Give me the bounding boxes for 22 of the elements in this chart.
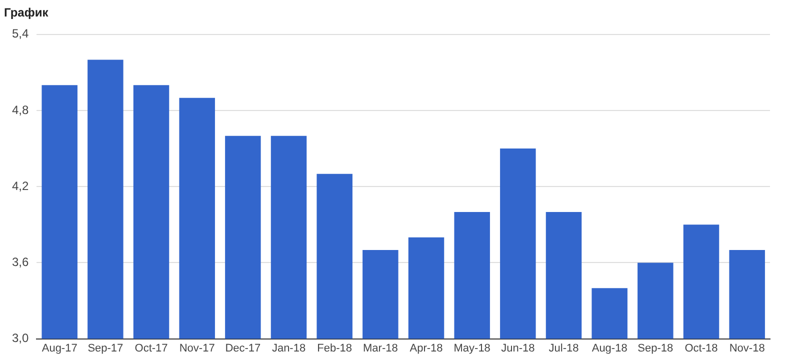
x-tick-label: Sep-17 <box>88 342 124 354</box>
x-tick-label: Nov-17 <box>179 342 215 354</box>
x-tick-label: May-18 <box>454 342 490 354</box>
x-tick-label: Jul-18 <box>548 342 579 354</box>
y-tick-label: 4,2 <box>12 178 29 193</box>
x-tick-label: Mar-18 <box>363 342 398 354</box>
x-tick-label: Aug-18 <box>592 342 628 354</box>
x-tick-label: Nov-18 <box>729 342 765 354</box>
y-tick-label: 3,6 <box>12 255 29 270</box>
x-tick-label: Dec-17 <box>225 342 261 354</box>
x-tick-label: Oct-17 <box>134 342 168 354</box>
y-tick-label: 4,8 <box>12 102 29 117</box>
y-tick-label: 5,4 <box>12 26 29 41</box>
chart-title: График <box>4 6 50 20</box>
y-tick-label: 3,0 <box>12 331 29 346</box>
x-tick-label: Aug-17 <box>42 342 78 354</box>
x-tick-label: Sep-18 <box>638 342 674 354</box>
x-tick-label: Oct-18 <box>684 342 718 354</box>
x-tick-label: Jun-18 <box>501 342 535 354</box>
x-tick-label: Jan-18 <box>272 342 306 354</box>
x-tick-label: Feb-18 <box>317 342 352 354</box>
x-tick-label: Apr-18 <box>410 342 443 354</box>
